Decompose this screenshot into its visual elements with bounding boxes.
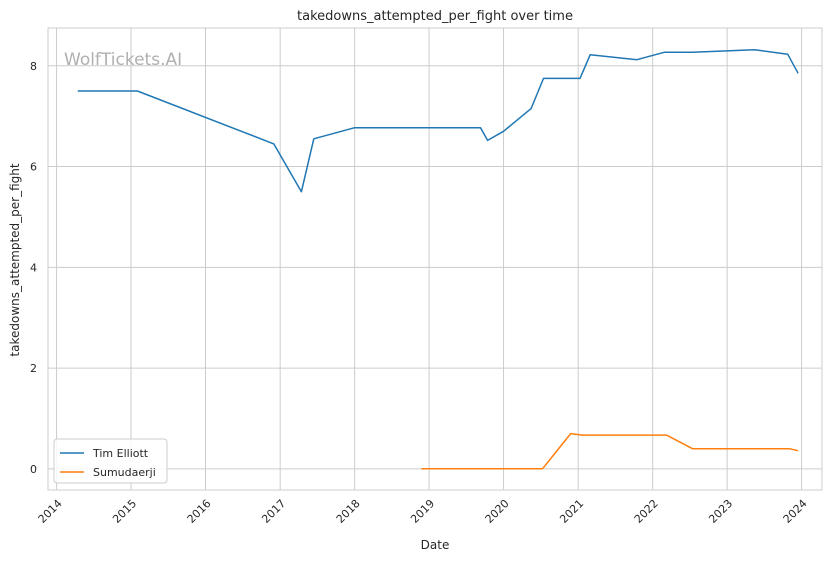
x-axis-label: Date [421,538,450,552]
plot-area [47,27,823,491]
series-lines [77,48,799,470]
y-tick-label-4: 4 [30,261,37,274]
chart-title: takedowns_attempted_per_fight over time [297,9,573,24]
legend: Tim Elliott Sumudaerji [53,438,168,484]
legend-label-sumudaerji: Sumudaerji [93,466,156,479]
series-line-tim-elliott [77,48,799,193]
y-tick-label-6: 6 [30,161,37,174]
y-tick-label-0: 0 [30,463,37,476]
y-axis-label: takedowns_attempted_per_fight [8,163,22,356]
legend-label-tim-elliott: Tim Elliott [92,447,149,460]
grid [48,28,822,490]
y-tick-label-2: 2 [30,362,37,375]
y-tick-label-8: 8 [30,60,37,73]
y-axis-ticks: 0 2 4 6 8 [30,60,37,476]
watermark: WolfTickets.AI [64,50,182,70]
series-line-sumudaerji [421,432,799,470]
